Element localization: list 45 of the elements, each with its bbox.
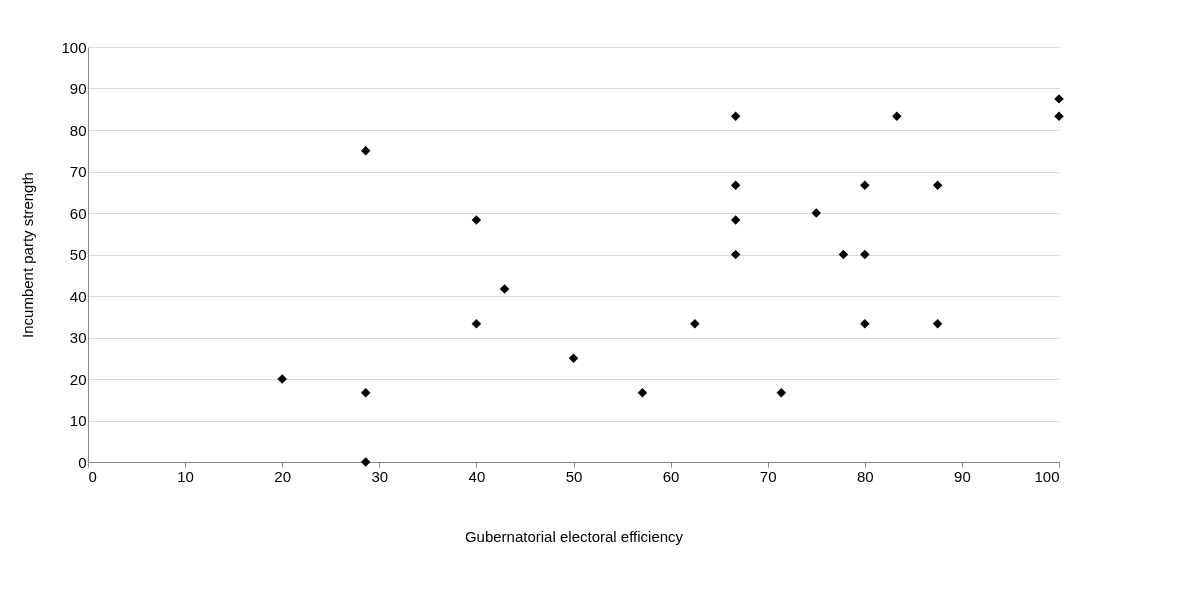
y-tick-label: 60 [69,204,87,222]
x-tick-label: 40 [468,467,486,485]
point [1054,111,1064,122]
point [730,215,741,225]
y-tick-label: 100 [61,38,87,56]
x-tick-label: 50 [565,467,583,485]
y-tick-label: 90 [69,80,87,97]
x-tick-label: 20 [274,467,292,485]
point [360,457,371,467]
point [838,249,849,260]
point [860,180,870,190]
point [499,284,510,294]
point [892,111,902,122]
point [471,319,482,329]
point [730,180,741,190]
y-tick-label: 70 [69,163,87,180]
point [568,353,579,363]
x-tick-label: 100 [1034,467,1060,485]
y-axis-title: Incumbent party strength [19,172,37,338]
x-tick-label: 90 [954,467,971,485]
y-tick-label: 0 [78,453,87,471]
x-axis-title: Gubernatorial electoral efficiency [464,527,684,545]
point [730,111,741,122]
y-tick-label: 30 [69,329,87,346]
point [932,319,943,329]
point [360,387,371,398]
y-tick-label: 80 [69,121,87,139]
point [360,146,371,156]
x-tick-label: 80 [856,467,874,485]
y-tick-label: 40 [69,287,87,305]
point [471,215,482,225]
point [932,180,943,190]
x-tick-label: 70 [759,467,777,485]
point [860,319,870,329]
point [860,249,870,260]
point [776,387,787,398]
x-tick-label: 10 [177,467,194,485]
point [637,387,648,398]
y-tick-label: 10 [69,412,87,429]
x-tick-label: 30 [371,467,389,485]
y-tick-label: 20 [69,370,87,388]
point [690,319,700,329]
y-tick-label: 50 [69,246,87,263]
x-tick-label: 60 [662,467,680,485]
point [730,249,741,260]
